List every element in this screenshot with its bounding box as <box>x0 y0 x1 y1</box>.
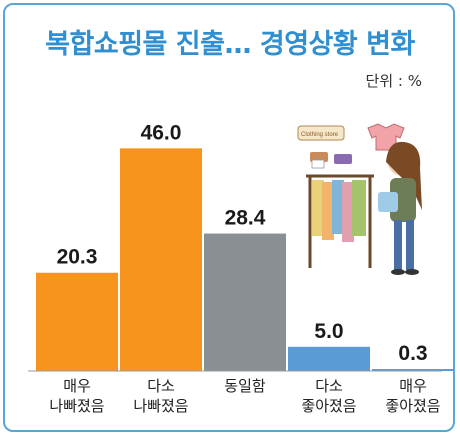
chart-title: 복합쇼핑몰 진출… 경영상황 변화 <box>45 29 415 60</box>
unit-label: 단위 : % <box>365 72 422 90</box>
bar-5 <box>372 369 454 371</box>
category-label-5: 매우 좋아졌음 <box>385 377 440 415</box>
bar-2 <box>120 148 202 371</box>
category-label-2: 다소 나빠졌음 <box>133 377 188 415</box>
value-label-2: 46.0 <box>141 121 182 144</box>
value-label-1: 20.3 <box>57 246 98 269</box>
value-label-4: 5.0 <box>314 320 343 343</box>
store-sign-text: Clothing store <box>301 132 339 138</box>
value-label-5: 0.3 <box>398 342 427 365</box>
category-label-4: 다소 좋아졌음 <box>301 377 356 415</box>
category-label-1: 매우 나빠졌음 <box>49 377 104 415</box>
bar-4 <box>288 346 370 371</box>
shopper-illustration: Clothing store <box>297 123 422 275</box>
value-label-3: 28.4 <box>225 207 266 230</box>
bar-1 <box>36 272 118 371</box>
bar-3 <box>204 233 286 371</box>
category-label-3: 동일함 <box>224 377 266 395</box>
